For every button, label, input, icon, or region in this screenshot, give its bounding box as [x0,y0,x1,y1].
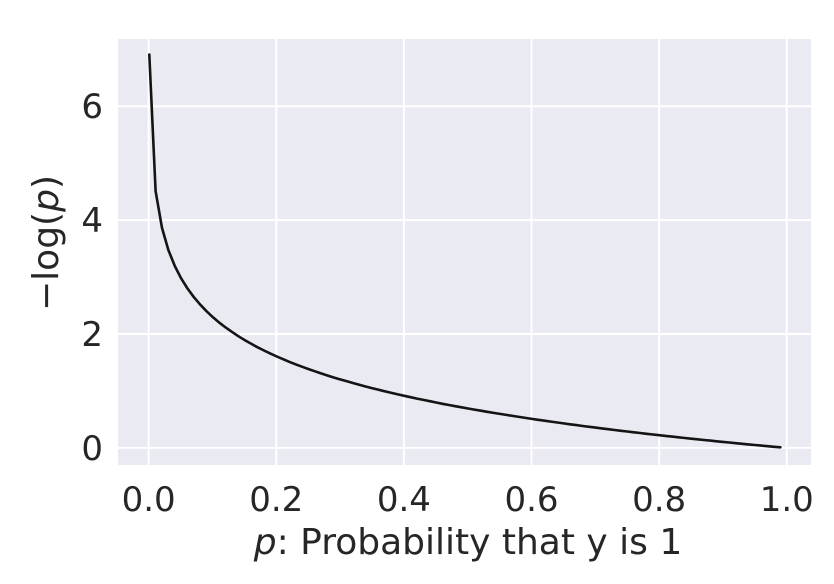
x-tick-label: 0.2 [249,480,303,520]
x-tick-label: 0.6 [504,480,558,520]
y-axis-label-variable: p [26,189,67,213]
x-tick-label: 1.0 [760,480,814,520]
gridlines [118,39,811,465]
loss-curve-line [148,53,782,449]
y-tick-label: 2 [81,315,103,355]
y-axis-label-post: ) [26,175,67,189]
y-axis-label-pre: −log( [26,212,67,311]
x-axis-label-variable: p [253,522,277,563]
loss-curve-series [148,53,782,449]
x-axis-label: p: Probability that y is 1 [253,522,683,563]
y-tick-label: 0 [81,429,103,469]
axes-background [118,39,811,465]
x-tick-label: 0.0 [122,480,176,520]
y-tick-label: 6 [81,87,103,127]
x-axis-label-text: : Probability that y is 1 [277,522,683,563]
x-tick-label: 0.4 [377,480,431,520]
x-tick-labels: 0.0 0.2 0.4 0.6 0.8 1.0 [122,480,814,520]
y-tick-label: 4 [81,201,103,241]
y-tick-labels: 0 2 4 6 [81,87,103,469]
y-axis-label: −log(p) [26,175,67,311]
x-tick-label: 0.8 [632,480,686,520]
